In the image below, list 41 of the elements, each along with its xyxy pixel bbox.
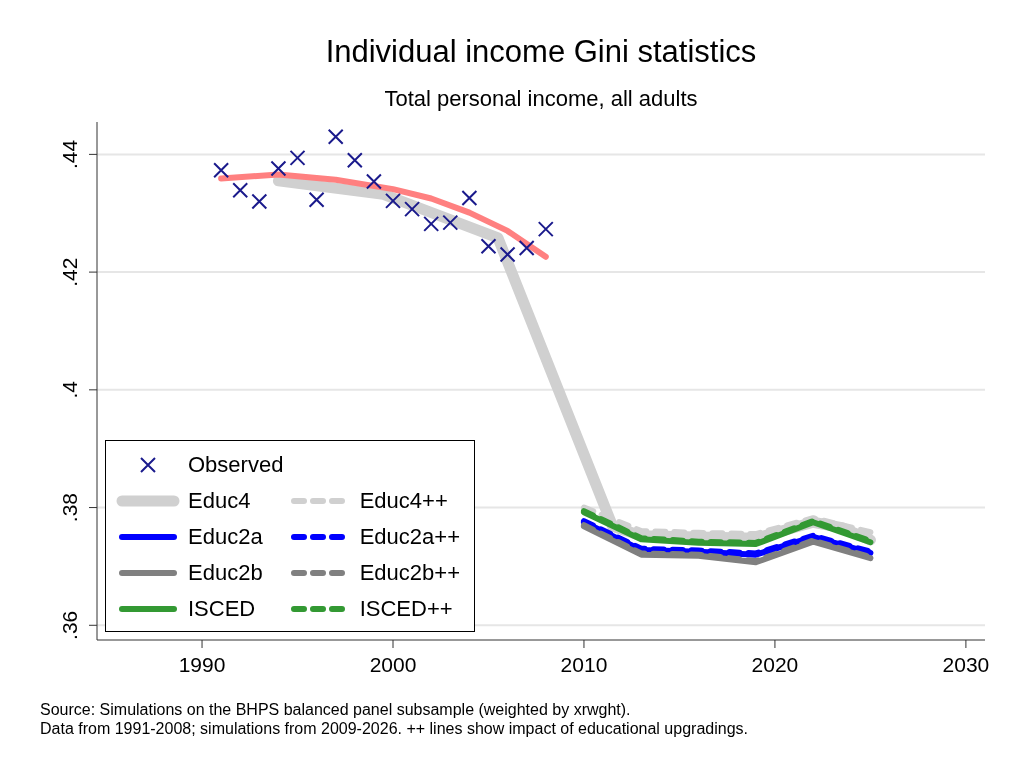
y-tick-label: .38 xyxy=(58,492,81,523)
legend-label: Educ2a++ xyxy=(359,524,460,550)
point xyxy=(537,221,554,238)
y-tick-label: .44 xyxy=(58,139,81,169)
point xyxy=(385,192,401,209)
point xyxy=(251,193,268,210)
point xyxy=(461,189,478,206)
point xyxy=(404,201,421,218)
chart-subtitle: Total personal income, all adults xyxy=(383,86,699,112)
point xyxy=(480,238,497,255)
point xyxy=(518,239,535,256)
x-tick-label: 2000 xyxy=(369,653,417,676)
legend-label: Observed xyxy=(188,452,284,478)
x-tick-label: 2020 xyxy=(751,653,799,676)
point xyxy=(499,246,516,263)
legend-label: Educ2b xyxy=(188,560,263,586)
y-tick-label: .42 xyxy=(58,257,81,287)
point xyxy=(365,173,382,190)
legend-label: Educ2a xyxy=(188,524,263,550)
text: Data from 1991-2008; simulations from 2009-2026. ++ lines show impact of educational upgradings. xyxy=(40,719,748,738)
legend-label: Educ4++ xyxy=(359,488,448,514)
point xyxy=(289,149,306,166)
point xyxy=(327,128,344,145)
point xyxy=(213,162,230,179)
legend-label: ISCED xyxy=(188,596,256,622)
y-tick-label: .4 xyxy=(58,380,81,399)
x-tick-label: 2010 xyxy=(560,653,608,676)
point xyxy=(232,182,249,199)
point xyxy=(423,215,440,232)
legend-label: Educ2b++ xyxy=(359,560,460,586)
chart-title: Individual income Gini statistics xyxy=(324,34,758,70)
source-note: Source: Simulations on the BHPS balanced panel subsample (weighted by xrwght). xyxy=(40,700,632,719)
x-tick-label: 1990 xyxy=(178,653,226,676)
x-tick-label: 2030 xyxy=(942,653,990,676)
point xyxy=(442,214,459,231)
legend-label: ISCED++ xyxy=(359,596,453,622)
point xyxy=(346,152,363,169)
point xyxy=(270,160,287,177)
legend-label: Educ4 xyxy=(188,488,251,514)
y-tick-label: .36 xyxy=(58,610,81,640)
point xyxy=(308,191,325,208)
